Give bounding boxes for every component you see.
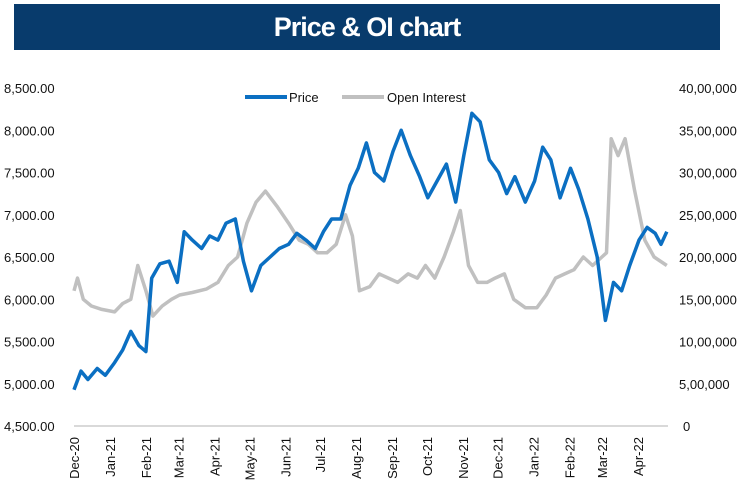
chart-title: Price & OI chart: [14, 4, 720, 50]
y-right-tick-label: 0: [683, 419, 690, 434]
y-left-tick-label: 5,500.00: [4, 335, 55, 350]
y-right-tick-label: 25,00,000: [679, 208, 737, 223]
y-left-tick-label: 7,000.00: [4, 208, 55, 223]
x-tick-label: Dec-20: [67, 437, 82, 479]
y-left-tick-label: 7,500.00: [4, 166, 55, 181]
x-tick-label: Mar-21: [172, 437, 187, 478]
x-tick-label: Feb-22: [563, 437, 578, 478]
x-tick-label: Sep-21: [385, 437, 400, 479]
x-tick-label: May-21: [242, 437, 257, 480]
y-right-tick-label: 15,00,000: [679, 292, 737, 307]
legend-oi-label: Open Interest: [387, 90, 466, 105]
x-tick-label: Jun-21: [278, 437, 293, 477]
y-right-tick-label: 30,00,000: [679, 166, 737, 181]
y-left-tick-label: 8,500.00: [4, 81, 55, 96]
y-right-tick-label: 20,00,000: [679, 250, 737, 265]
legend-price-label: Price: [289, 90, 319, 105]
y-right-tick-label: 10,00,000: [679, 335, 737, 350]
y-right-tick-label: 35,00,000: [679, 123, 737, 138]
x-tick-label: Feb-21: [139, 437, 154, 478]
y-left-tick-label: 6,500.00: [4, 250, 55, 265]
x-tick-label: Jan-21: [103, 437, 118, 477]
y-left-tick-label: 6,000.00: [4, 292, 55, 307]
x-tick-label: Apr-22: [631, 437, 646, 476]
y-left-tick-label: 5,000.00: [4, 377, 55, 392]
x-tick-label: Jan-22: [527, 437, 542, 477]
y-right-tick-label: 40,00,000: [679, 81, 737, 96]
x-tick-label: Apr-21: [208, 437, 223, 476]
x-tick-label: Jul-21: [313, 437, 328, 472]
x-tick-label: Dec-21: [491, 437, 506, 479]
x-tick-label: Oct-21: [420, 437, 435, 476]
y-left-tick-label: 4,500.00: [4, 419, 55, 434]
x-tick-label: Aug-21: [349, 437, 364, 479]
x-tick-label: Nov-21: [456, 437, 471, 479]
oi-line: [72, 136, 668, 318]
y-right-tick-label: 5,00,000: [679, 377, 730, 392]
x-tick-label: Mar-22: [595, 437, 610, 478]
y-left-tick-label: 8,000.00: [4, 123, 55, 138]
price-line: [72, 111, 669, 391]
